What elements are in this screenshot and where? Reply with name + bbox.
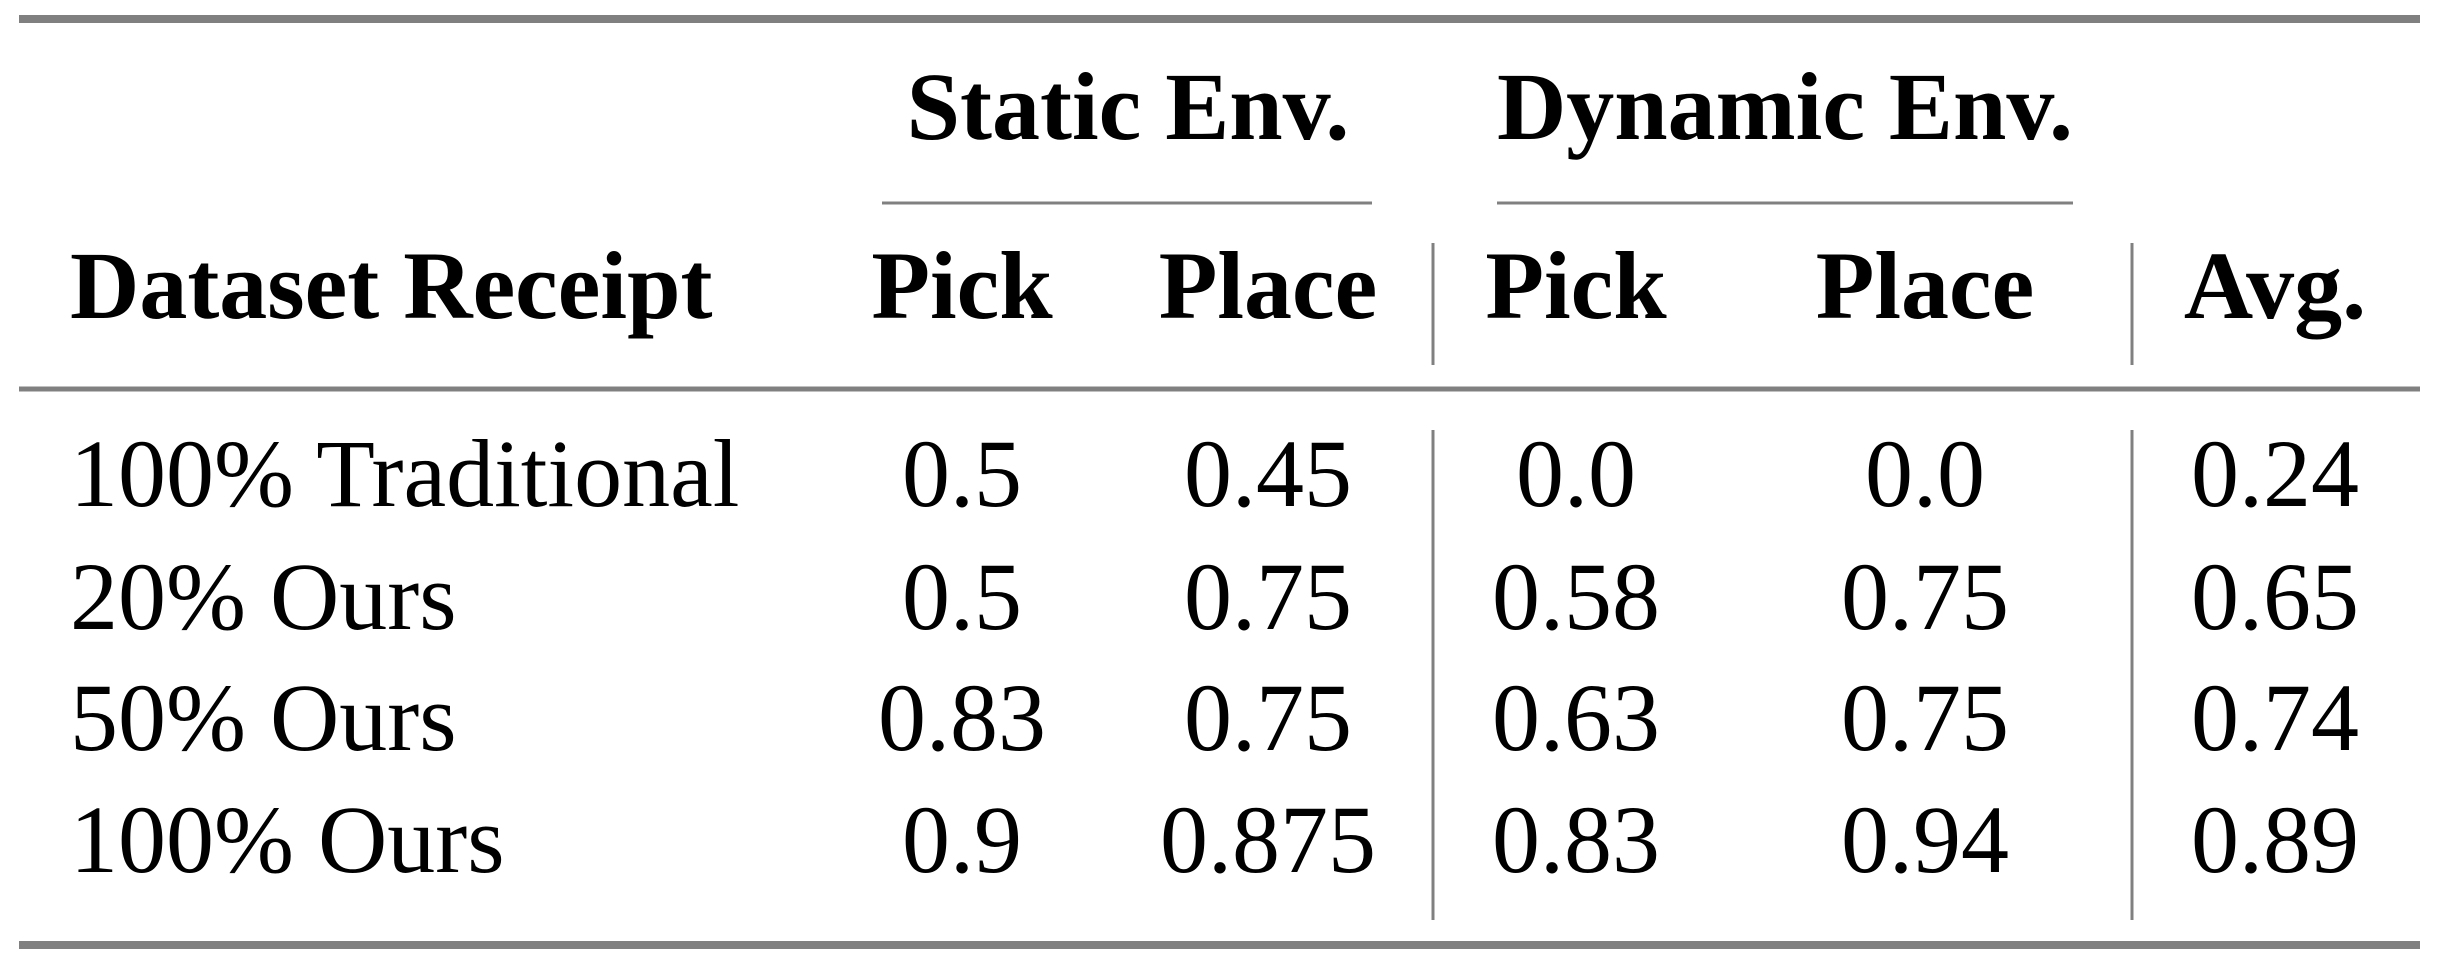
cell: 0.45 [1184,420,1352,527]
cell: 0.89 [2191,786,2359,893]
cell: 0.9 [902,786,1022,893]
group-header: Dynamic Env. [1497,53,2073,160]
column-header: Dataset Receipt [70,232,712,339]
cell: 0.74 [2191,664,2359,771]
row-label: 50% Ours [70,664,457,771]
cell: 0.75 [1841,543,2009,650]
row-label: 100% Ours [70,786,505,893]
cell: 0.75 [1184,543,1352,650]
cell: 0.83 [878,664,1046,771]
column-header: Place [1159,232,1378,339]
row-label: 20% Ours [70,543,457,650]
cell: 0.0 [1865,420,1985,527]
cell: 0.875 [1160,786,1376,893]
column-header: Pick [1485,232,1667,339]
group-header: Static Env. [907,53,1350,160]
cell: 0.75 [1841,664,2009,771]
cell: 0.5 [902,420,1022,527]
cell: 0.24 [2191,420,2359,527]
cell: 0.63 [1492,664,1660,771]
column-header: Avg. [2184,232,2366,339]
column-header: Pick [871,232,1053,339]
row-label: 100% Traditional [70,420,739,527]
cell: 0.65 [2191,543,2359,650]
cell: 0.94 [1841,786,2009,893]
rules [19,15,2420,949]
column-header: Place [1816,232,2035,339]
cell: 0.5 [902,543,1022,650]
cell: 0.83 [1492,786,1660,893]
cell: 0.58 [1492,543,1660,650]
cell: 0.75 [1184,664,1352,771]
cell: 0.0 [1516,420,1636,527]
